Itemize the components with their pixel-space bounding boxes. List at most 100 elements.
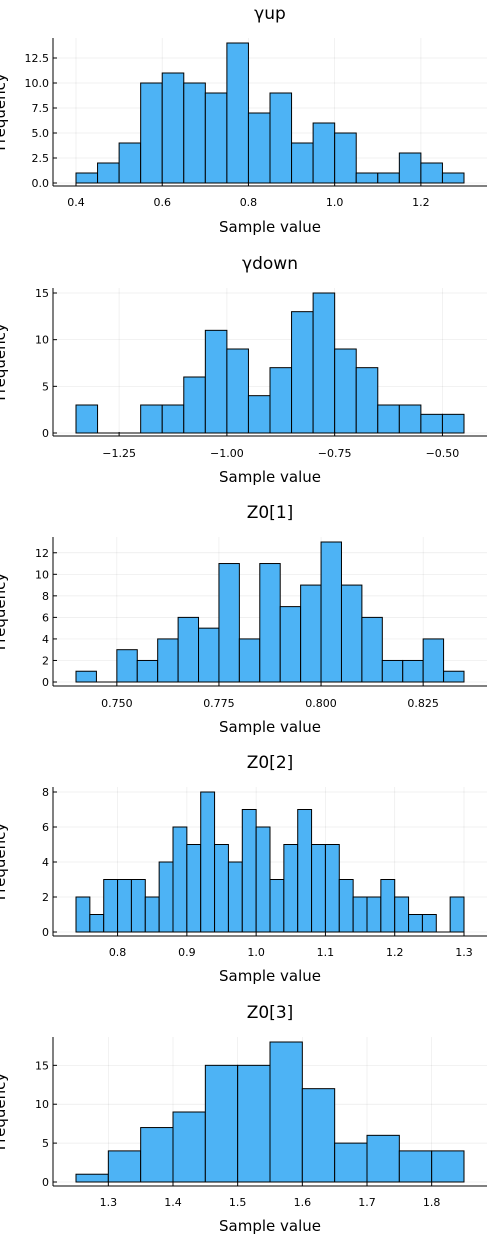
- histogram-bar: [172, 826, 188, 933]
- histogram-bar: [269, 92, 293, 184]
- histogram-bar: [89, 914, 105, 933]
- y-tick-label: 10.0: [25, 77, 50, 90]
- histogram-bar: [312, 292, 336, 434]
- histogram-bar: [334, 348, 357, 434]
- histogram-bar: [279, 606, 302, 683]
- histogram-bar: [420, 413, 443, 434]
- y-tick-label: 10: [35, 568, 49, 581]
- histogram-bar: [291, 311, 314, 434]
- histogram-bar: [366, 896, 382, 933]
- histogram-bar: [380, 879, 396, 933]
- histogram-bar: [107, 1150, 142, 1183]
- y-tick-label: 5: [42, 1137, 49, 1150]
- chart-title: γdown: [242, 254, 298, 274]
- histogram-bar: [269, 1041, 303, 1183]
- histogram-bar: [334, 1142, 368, 1183]
- histogram-bar: [312, 122, 336, 184]
- histogram-bar: [130, 879, 146, 933]
- histogram-bar: [158, 861, 174, 933]
- y-axis-label: Frequency: [0, 73, 9, 151]
- histogram-bar: [218, 563, 240, 683]
- chart-title: γup: [254, 4, 286, 24]
- histogram-bar: [355, 172, 379, 184]
- histogram-bar: [226, 348, 249, 434]
- y-tick-label: 0: [42, 926, 49, 939]
- x-tick-label: 0.8: [109, 946, 127, 959]
- histogram-bar: [186, 844, 202, 933]
- y-tick-label: 8: [42, 786, 49, 799]
- x-tick-label: −0.50: [426, 447, 460, 460]
- histogram-bar: [255, 826, 271, 933]
- x-tick-label: 0.9: [178, 946, 196, 959]
- histogram-bar: [161, 72, 185, 184]
- histogram-bar: [118, 142, 142, 184]
- histogram-bar: [75, 404, 99, 434]
- histogram-bar: [269, 879, 285, 933]
- histogram-bar: [377, 404, 400, 434]
- y-tick-label: 8: [42, 590, 49, 603]
- histogram-bar: [421, 914, 437, 933]
- histogram-bar: [398, 404, 422, 434]
- histogram-bar: [449, 896, 465, 933]
- x-axis-label: Sample value: [219, 218, 321, 236]
- y-tick-label: 2: [42, 654, 49, 667]
- y-tick-label: 5.0: [32, 127, 50, 140]
- x-tick-label: −0.75: [318, 447, 352, 460]
- histogram-bar: [75, 1173, 109, 1183]
- histogram-bar: [297, 809, 313, 933]
- y-tick-label: 0.0: [32, 177, 50, 190]
- histogram-bar: [97, 162, 120, 184]
- x-axis-label: Sample value: [219, 718, 321, 736]
- chart-panel-5: 1.3 1.4 1.5 1.6 1.7 1.8 0 5 10 15 Z0[3] Sample valu…: [0, 1003, 487, 1235]
- histogram-bar: [247, 395, 271, 434]
- chart-panel-1: 0.4 0.6 0.8 1.0 1.2 0.0 2.5 5.0 7.5 10.0 12.5 γup Sa…: [0, 4, 487, 236]
- histogram-bar: [75, 896, 91, 933]
- histogram-bar: [177, 616, 200, 683]
- histogram-bar: [161, 404, 185, 434]
- x-tick-label: 1.6: [294, 1196, 312, 1209]
- chart-title: Z0[3]: [247, 1003, 294, 1023]
- y-tick-label: 2.5: [32, 152, 50, 165]
- x-tick-label: 0.6: [153, 196, 171, 209]
- y-tick-label: 4: [42, 633, 49, 646]
- x-tick-label: 1.3: [100, 1196, 118, 1209]
- histogram-bar: [144, 896, 160, 933]
- x-tick-label: 1.0: [326, 196, 344, 209]
- y-tick-label: 6: [42, 821, 49, 834]
- histogram-bar: [291, 142, 314, 184]
- y-axis-label: Frequency: [0, 823, 9, 901]
- histogram-bar: [241, 809, 257, 933]
- histogram-bar: [183, 376, 206, 434]
- y-axis-label: Frequency: [0, 573, 9, 651]
- histogram-bar: [381, 659, 404, 683]
- histogram-bar: [183, 82, 206, 184]
- histogram-bar: [214, 844, 229, 933]
- histogram-bar: [398, 152, 422, 184]
- histogram-bar: [402, 659, 424, 683]
- histogram-bar: [311, 844, 326, 933]
- x-tick-label: 0.750: [101, 697, 133, 710]
- histogram-bar: [441, 172, 465, 184]
- chart-title: Z0[1]: [247, 503, 294, 523]
- y-tick-label: 15: [35, 1059, 49, 1072]
- y-tick-label: 4: [42, 856, 49, 869]
- x-tick-label: 1.7: [358, 1196, 376, 1209]
- x-tick-label: −1.00: [210, 447, 244, 460]
- histogram-bar: [117, 879, 132, 933]
- histogram-bar: [340, 584, 363, 683]
- histogram-bar: [324, 844, 340, 933]
- x-tick-label: 1.8: [423, 1196, 441, 1209]
- chart-panel-3: 0.750 0.775 0.800 0.825 0 2 4 6 8 10 12 Z0[1] Sample…: [0, 503, 487, 736]
- histogram-bar: [259, 563, 281, 683]
- histogram-bar: [247, 112, 271, 184]
- histogram-bar: [283, 844, 299, 933]
- histogram-bar: [338, 879, 354, 933]
- histogram-bar: [420, 162, 443, 184]
- histogram-bar: [320, 541, 342, 683]
- y-tick-label: 10: [35, 334, 49, 347]
- histogram-bar: [103, 879, 119, 933]
- x-tick-label: 1.2: [412, 196, 430, 209]
- x-axis-label: Sample value: [219, 1217, 321, 1235]
- histogram-bar: [140, 1127, 174, 1183]
- histogram-bar: [398, 1150, 433, 1183]
